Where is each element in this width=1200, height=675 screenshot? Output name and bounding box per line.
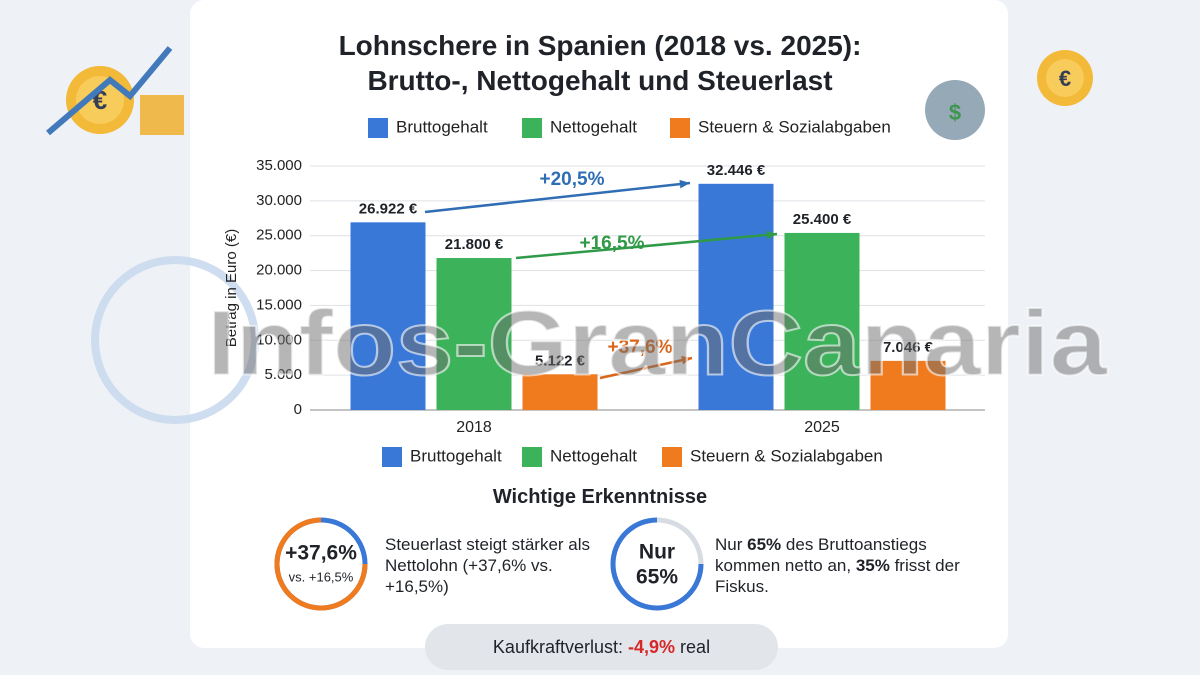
value-label: 25.400 € xyxy=(793,211,852,228)
y-tick-label: 30.000 xyxy=(256,192,302,209)
insight-text: Nur 65% des Bruttoanstiegs kommen netto … xyxy=(715,534,965,597)
chart-title: Lohnschere in Spanien (2018 vs. 2025): B… xyxy=(338,30,862,96)
x-tick-label: 2025 xyxy=(804,419,840,436)
legend-swatch xyxy=(670,118,690,138)
card xyxy=(190,0,1008,648)
legend-label: Bruttogehalt xyxy=(396,117,488,136)
bar xyxy=(784,232,860,410)
bar xyxy=(436,258,512,410)
footer-value: -4,9% xyxy=(628,637,676,657)
y-tick-label: 5.000 xyxy=(264,366,302,383)
svg-text:€: € xyxy=(1059,66,1071,91)
legend-label: Nettogehalt xyxy=(550,117,637,136)
text: frisst der Fiskus. xyxy=(715,556,960,596)
bar xyxy=(522,374,598,410)
arrow-head xyxy=(681,355,692,365)
value-label: 7.046 € xyxy=(883,339,934,356)
annotation: +37,6% xyxy=(608,337,673,358)
legend-label: Steuern & Sozialabgaben xyxy=(690,446,883,465)
y-tick-label: 10.000 xyxy=(256,331,302,348)
y-tick-label: 35.000 xyxy=(256,157,302,174)
footer-suffix: real xyxy=(680,637,711,657)
badge-text: 65% xyxy=(636,566,678,589)
annotation-arrow xyxy=(599,356,693,380)
badge-text: Nur xyxy=(639,541,675,564)
watermark: Infos-GranCanaria xyxy=(207,292,1108,394)
insights-title: Wichtige Erkenntnisse xyxy=(492,486,708,508)
y-tick-label: 15.000 xyxy=(256,296,302,313)
legend-swatch xyxy=(382,447,402,467)
decor: € € $ xyxy=(46,46,1093,424)
legend-label: Nettogehalt xyxy=(550,446,637,465)
y-tick-label: 20.000 xyxy=(256,262,302,279)
svg-text:$: $ xyxy=(949,100,961,125)
x-tick-label: 2018 xyxy=(456,419,492,436)
bar xyxy=(698,183,774,410)
arrow-head xyxy=(766,230,777,240)
badge-subtext: vs. +16,5% xyxy=(289,569,354,584)
y-tick-label: 0 xyxy=(294,401,302,418)
badge-ring-arc xyxy=(274,517,368,611)
bar xyxy=(350,222,426,410)
footer: Kaufkraftverlust: -4,9% real xyxy=(425,624,778,670)
annotation: +20,5% xyxy=(540,169,605,190)
value-label: 32.446 € xyxy=(707,162,766,179)
text: 65% xyxy=(747,535,782,554)
value-label: 26.922 € xyxy=(359,200,418,217)
text: des Bruttoanstiegs kommen netto an, xyxy=(715,535,927,575)
text: 35% xyxy=(855,556,890,575)
badge-text: +37,6% xyxy=(285,542,357,565)
text: Nur xyxy=(715,535,743,554)
insight-text: Steuerlast steigt stärker als Nettolohn … xyxy=(385,535,591,596)
badge-ring-arc xyxy=(610,517,704,611)
legend-label: Bruttogehalt xyxy=(410,446,502,465)
footer-label: Kaufkraftverlust: xyxy=(492,637,623,657)
legend-swatch xyxy=(522,118,542,138)
legend-swatch xyxy=(522,447,542,467)
y-axis-label: Betrag in Euro (€) xyxy=(223,229,240,347)
annotation: +16,5% xyxy=(580,233,645,254)
y-tick-label: 25.000 xyxy=(256,227,302,244)
legend-swatch xyxy=(662,447,682,467)
annotation-arrow xyxy=(515,232,778,260)
legend-label: Steuern & Sozialabgaben xyxy=(698,117,891,136)
arrow-head xyxy=(679,179,690,189)
value-label: 5.122 € xyxy=(535,352,586,369)
legend-swatch xyxy=(368,118,388,138)
annotation-arrow xyxy=(424,181,691,214)
bar xyxy=(870,360,946,410)
value-label: 21.800 € xyxy=(445,236,504,253)
